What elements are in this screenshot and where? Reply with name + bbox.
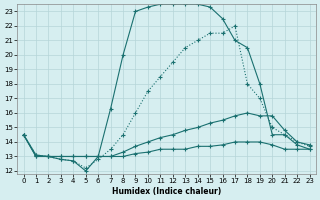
X-axis label: Humidex (Indice chaleur): Humidex (Indice chaleur) [112,187,221,196]
